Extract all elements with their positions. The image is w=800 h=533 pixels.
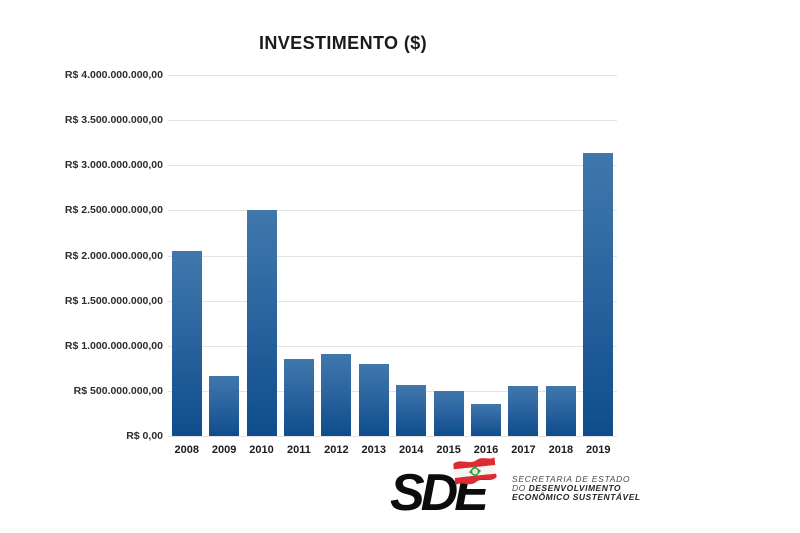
sde-logo: SDE SECRETARIA DE ESTADO DO DESENVOLVIME… [390, 452, 650, 524]
gridline [168, 301, 617, 302]
logo-text-block: SECRETARIA DE ESTADO DO DESENVOLVIMENTO … [512, 475, 641, 501]
y-axis-tick-label: R$ 3.000.000.000,00 [64, 159, 163, 171]
logo-line1: SECRETARIA DE ESTADO [512, 474, 631, 484]
x-axis-tick-label-2017: 2017 [511, 444, 536, 456]
bar-2013 [358, 364, 389, 436]
x-axis-tick-label-2009: 2009 [211, 444, 237, 456]
logo-line3: ECONÔMICO SUSTENTÁVEL [512, 491, 641, 502]
bar-2009 [209, 376, 240, 436]
gridline [168, 75, 617, 76]
logo-line2-prefix: DO [512, 483, 529, 493]
x-axis-tick-label-2008: 2008 [174, 444, 199, 456]
gridline [168, 436, 617, 437]
bar-2016 [471, 404, 502, 436]
x-axis-tick-label-2015: 2015 [436, 444, 461, 456]
gridline [168, 256, 617, 257]
y-axis-tick-label: R$ 1.000.000.000,00 [64, 340, 163, 352]
y-axis-tick-label: R$ 2.500.000.000,00 [64, 204, 163, 216]
bar-2017 [508, 386, 539, 436]
logo-line2: DO DESENVOLVIMENTO [512, 484, 641, 493]
gridline [168, 210, 617, 211]
gridline [168, 391, 617, 392]
x-axis-tick-label-2013: 2013 [361, 444, 387, 456]
y-axis-tick-label: R$ 3.500.000.000,00 [64, 114, 163, 126]
y-axis-tick-label: R$ 2.000.000.000,00 [64, 250, 163, 262]
gridline [168, 346, 617, 347]
x-axis-tick-label-2011: 2011 [287, 444, 311, 456]
logo-line2-bold: DESENVOLVIMENTO [528, 483, 621, 493]
y-axis-tick-label: R$ 1.500.000.000,00 [64, 295, 163, 307]
bar-2019 [583, 153, 614, 436]
santa-catarina-flag-icon [452, 456, 498, 486]
y-axis-tick-label: R$ 0,00 [126, 430, 163, 442]
bar-2018 [545, 386, 576, 436]
chart-title: INVESTIMENTO ($) [258, 33, 428, 53]
x-axis-tick-label-2018: 2018 [548, 444, 574, 456]
y-axis-tick-label: R$ 4.000.000.000,00 [64, 69, 163, 81]
y-axis-tick-label: R$ 500.000.000,00 [73, 385, 163, 397]
plot-area: R$ 4.000.000.000,00 R$ 3.500.000.000,00 R$… [65, 69, 617, 456]
gridline [168, 165, 617, 166]
bar-2012 [321, 354, 352, 436]
x-axis-tick-label-2010: 2010 [249, 444, 274, 456]
bar-2010 [246, 210, 277, 436]
x-axis-tick-label-2014: 2014 [398, 444, 424, 456]
bar-2011 [283, 359, 314, 436]
x-axis-tick-label-2019: 2019 [586, 444, 611, 456]
gridline [168, 120, 617, 121]
x-axis-tick-label-2016: 2016 [473, 444, 499, 456]
x-axis-tick-label-2012: 2012 [324, 444, 349, 456]
bar-2015 [433, 391, 464, 436]
bar-2014 [396, 385, 427, 436]
bar-2008 [171, 251, 202, 436]
